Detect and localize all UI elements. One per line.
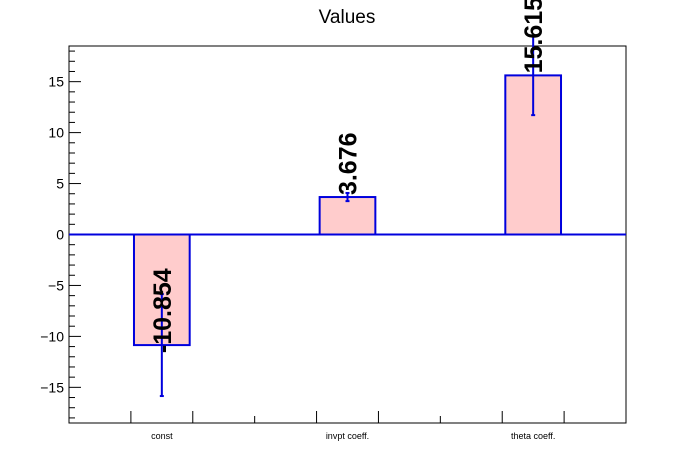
y-tick-label: 10: [48, 125, 64, 141]
error-bars: [159, 34, 536, 398]
y-tick-label: 5: [56, 176, 64, 192]
y-tick-label: 15: [48, 74, 64, 90]
data-label: -10.854: [149, 268, 177, 353]
data-label: 15.615: [520, 0, 548, 73]
y-axis: −15 −10 −5 0 5 10 15: [40, 50, 81, 419]
y-tick-label: −5: [48, 277, 64, 293]
bars: [132, 74, 563, 347]
x-axis: const invpt coeff. theta coeff.: [130, 411, 565, 441]
x-tick-label: theta coeff.: [511, 431, 555, 441]
y-tick-label: 0: [56, 227, 64, 243]
x-tick-label: invpt coeff.: [326, 431, 369, 441]
chart-title: Values: [319, 7, 376, 28]
y-tick-label: −15: [40, 379, 64, 395]
bar: [318, 196, 377, 236]
data-label: 3.676: [335, 132, 363, 195]
data-labels: -10.854 3.676 15.615: [149, 0, 548, 353]
x-tick-label: const: [151, 431, 173, 441]
y-tick-label: −10: [40, 328, 64, 344]
